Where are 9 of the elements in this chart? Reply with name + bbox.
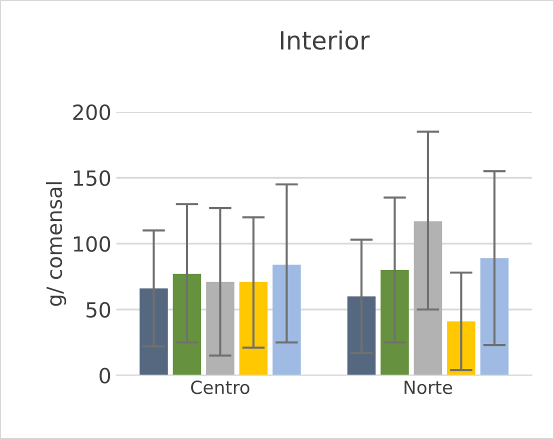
y-axis-title: g/ comensal — [46, 182, 66, 306]
y-tick-label: 100 — [74, 236, 110, 252]
y-tick-label: 200 — [73, 104, 110, 120]
y-tick-label: 50 — [86, 302, 110, 318]
chart-title: Interior — [280, 30, 370, 50]
y-tick-label: 0 — [100, 368, 110, 384]
x-tick-label: Norte — [404, 380, 452, 394]
x-tick-label: Centro — [191, 380, 250, 394]
y-tick-label: 150 — [74, 170, 110, 186]
